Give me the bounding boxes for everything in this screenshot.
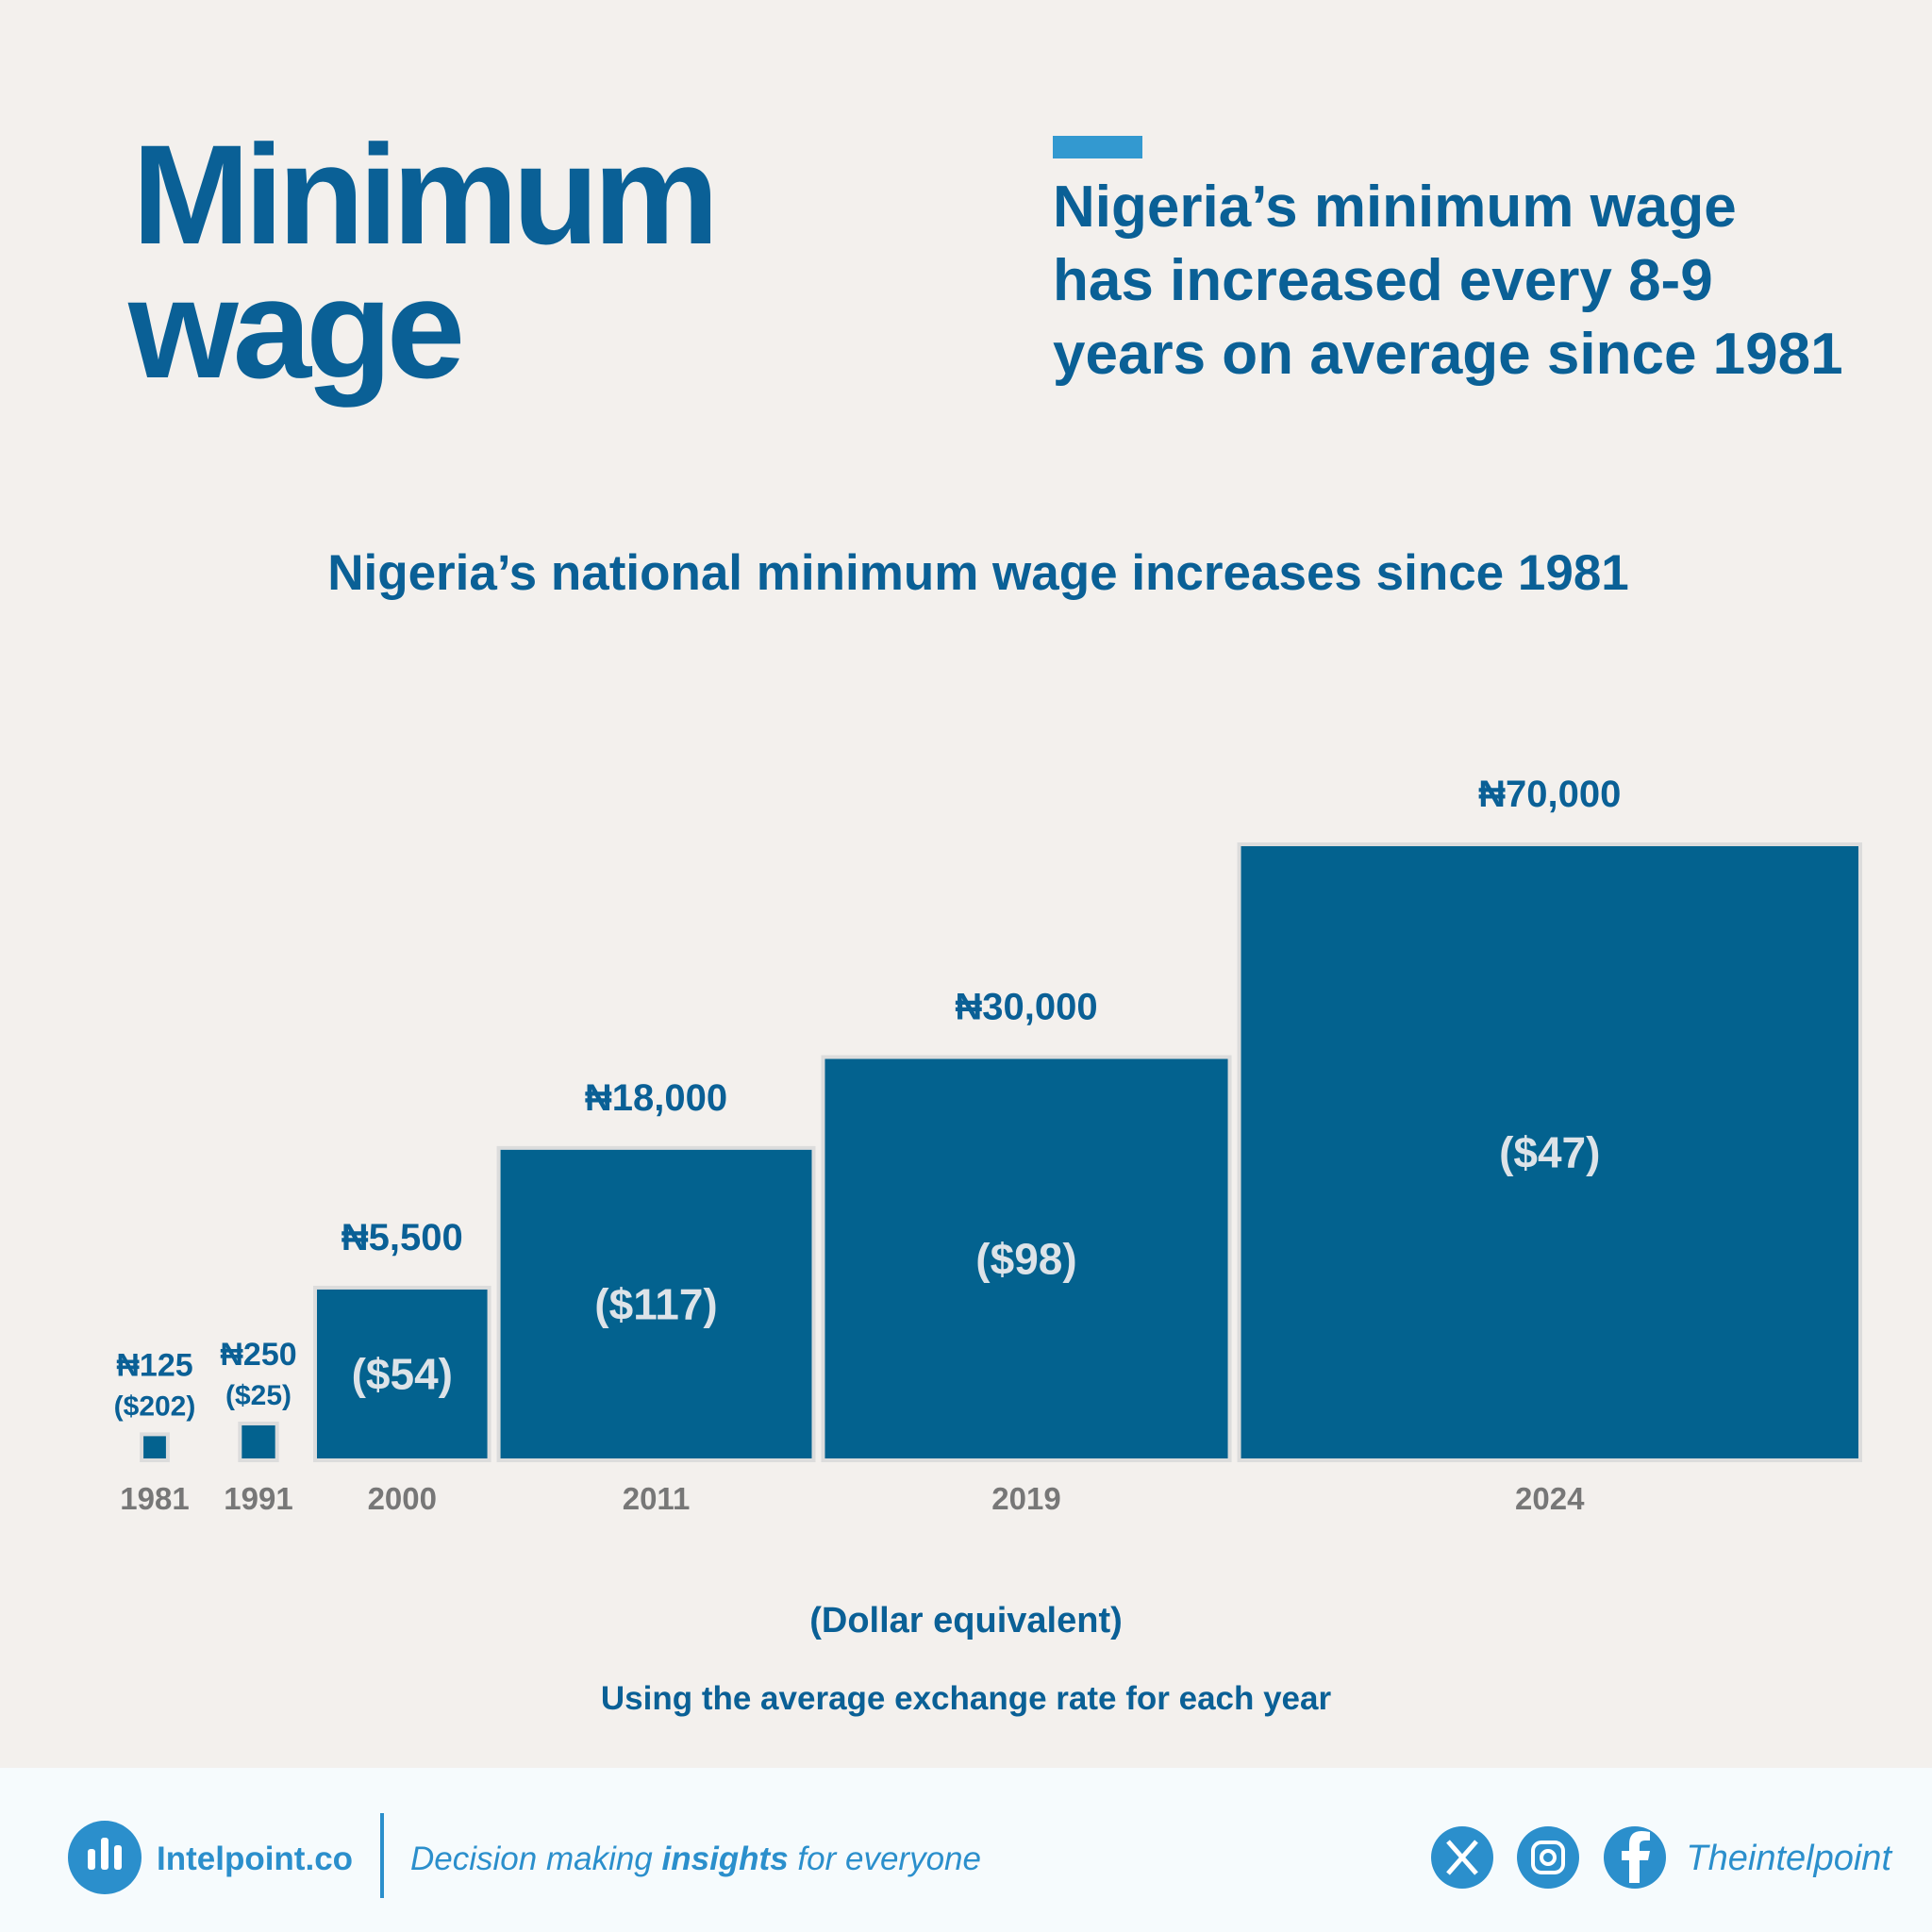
caption: (Dollar equivalent)	[809, 1601, 1123, 1641]
value-label: ₦5,500	[341, 1217, 463, 1258]
chart-title: Nigeria’s national minimum wage increase…	[327, 545, 1629, 601]
logo-bar	[88, 1849, 95, 1870]
subtitle: has increased every 8-9	[1053, 248, 1713, 313]
dollar-label: ($202)	[114, 1391, 196, 1422]
handle: Theintelpoint	[1686, 1839, 1892, 1878]
tagline-part: insights	[662, 1840, 789, 1877]
bar	[821, 1055, 1232, 1462]
dollar-label: ($54)	[352, 1349, 453, 1398]
plot: 1981 ₦125 ($202) 1991 ₦250 ($25) 2000 ₦5,500 ($5…	[114, 774, 1862, 1516]
value-label: ₦250	[220, 1337, 296, 1373]
facebook-glyph	[1622, 1831, 1650, 1883]
bar	[140, 1432, 170, 1463]
headline: Minimum	[132, 115, 713, 274]
x-tick-label: 2000	[368, 1481, 437, 1516]
value-label: ₦125	[116, 1347, 192, 1383]
subtitle: Nigeria’s minimum wage	[1053, 175, 1737, 240]
x-tick-label: 1991	[224, 1481, 292, 1516]
value-label: ₦70,000	[1478, 774, 1621, 815]
brand: Intelpoint.co	[157, 1840, 353, 1877]
x-tick-label: 2024	[1515, 1481, 1585, 1516]
note: Using the average exchange rate for each…	[601, 1680, 1332, 1717]
headline: wage	[127, 249, 461, 408]
tagline: Decision making insights for everyone	[410, 1840, 981, 1877]
x-tick-label: 2011	[623, 1481, 691, 1516]
accent-bar	[1053, 136, 1142, 158]
value-label: ₦18,000	[585, 1077, 727, 1119]
dollar-label: ($47)	[1499, 1128, 1600, 1177]
value-label: ₦30,000	[955, 987, 1097, 1028]
bar	[238, 1421, 279, 1463]
logo-bar	[114, 1845, 122, 1870]
tagline-part: for everyone	[789, 1840, 981, 1877]
dollar-label: ($25)	[225, 1380, 291, 1411]
logo-bar	[101, 1838, 108, 1870]
x-glyph	[1446, 1840, 1478, 1875]
instagram-glyph	[1531, 1840, 1565, 1874]
tagline-part: Decision making	[410, 1840, 662, 1877]
bar	[496, 1145, 816, 1462]
dollar-label: ($117)	[594, 1279, 717, 1328]
subtitle: years on average since 1981	[1053, 322, 1843, 387]
instagram-glyph	[1540, 1849, 1557, 1866]
x-tick-label: 2019	[991, 1481, 1060, 1516]
dollar-label: ($98)	[975, 1234, 1076, 1283]
bar	[1237, 842, 1862, 1462]
instagram-icon[interactable]	[1517, 1826, 1579, 1889]
x-tick-label: 1981	[120, 1481, 189, 1516]
bar	[313, 1285, 491, 1462]
